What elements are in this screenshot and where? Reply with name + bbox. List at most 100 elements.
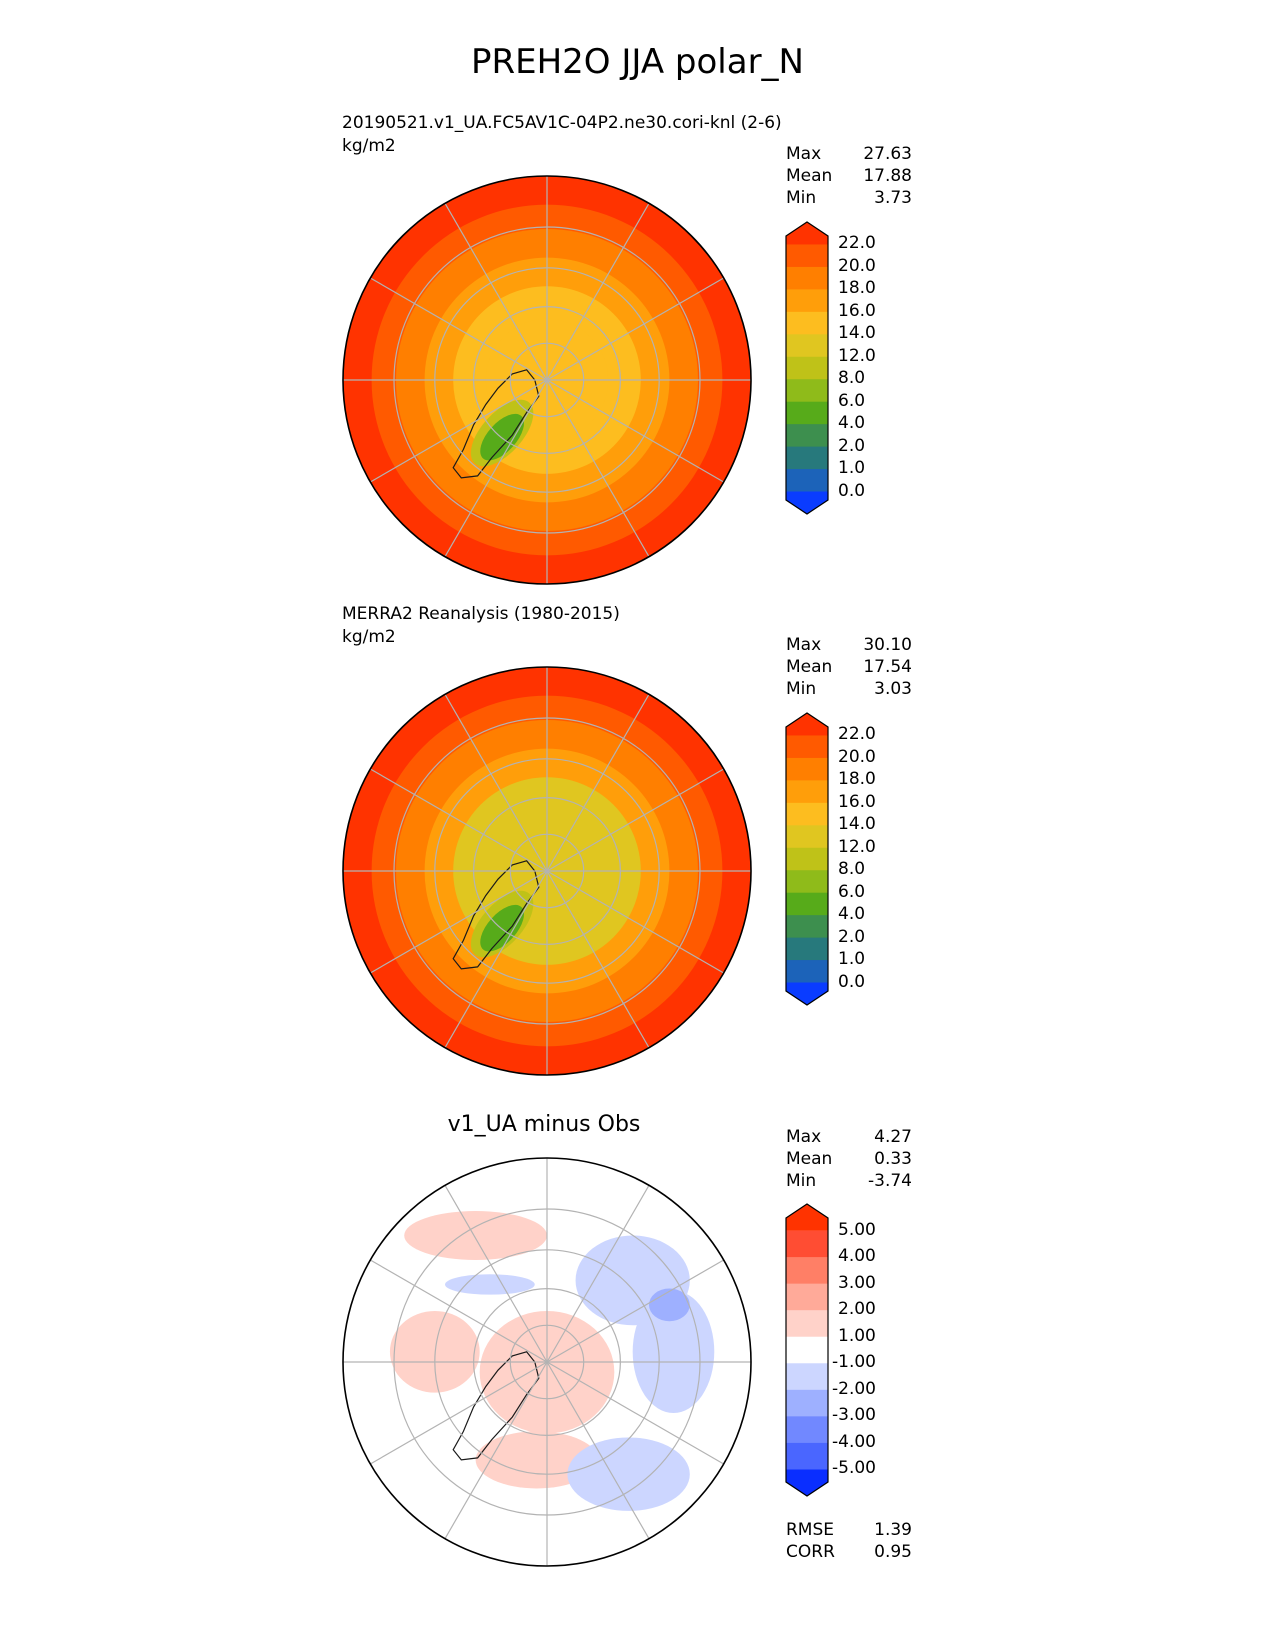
panel-1-title: 20190521.v1_UA.FC5AV1C-04P2.ne30.cori-kn…: [342, 113, 782, 133]
panel-1-colorbar-swatch-7: [786, 379, 828, 403]
panel-3-colorbar-swatch-8: [786, 1416, 828, 1444]
panel-2-meridian-330: [444, 694, 548, 872]
panel-3-colorbar-tick-2: 3.00: [838, 1272, 876, 1293]
panel-3-anomaly-region-9: [445, 1274, 535, 1295]
panel-2-meridian-30: [546, 694, 650, 872]
panel-3-rmse-value: 1.39: [874, 1520, 912, 1540]
panel-3-colorbar-tick-4: 1.00: [838, 1325, 876, 1346]
panel-2-colorbar-tick-4: 14.0: [838, 814, 876, 835]
panel-3-stat-max-label: Max: [786, 1127, 822, 1147]
panel-1-colorbar-swatch-1: [786, 244, 828, 268]
panel-1-stat-max-value: 27.63: [863, 144, 912, 164]
panel-3-colorbar-tick-0: 5.00: [838, 1219, 876, 1240]
panel-3-meridian-300: [370, 1259, 548, 1363]
panel-2-meridian-210: [444, 870, 548, 1048]
panel-2-colorbar-swatch-1: [786, 735, 828, 759]
panel-1-colorbar-swatch-11: [786, 469, 828, 493]
panel-1-meridian-300: [370, 277, 548, 381]
panel-1-colorbar-tick-6: 8.0: [838, 368, 866, 389]
panel-1-colorbar-swatch-3: [786, 289, 828, 313]
panel-3-meridian-60: [546, 1259, 724, 1363]
panel-2-colorbar-swatch-2: [786, 757, 828, 781]
panel-1-colorbar-tick-2: 18.0: [838, 278, 876, 299]
panel-1-colorbar: [785, 221, 829, 515]
panel-2-colorbar-tick-3: 16.0: [838, 791, 876, 812]
panel-2-stat-min-value: 3.03: [874, 679, 912, 699]
figure-title: PREH2O JJA polar_N: [471, 42, 804, 82]
panel-2-colorbar-swatch-3: [786, 780, 828, 804]
panel-3-colorbar-swatch-0: [786, 1204, 828, 1231]
panel-3-colorbar-tick-9: -5.00: [832, 1458, 876, 1479]
panel-2-map-border: [342, 666, 752, 1076]
panel-1-meridian-240: [370, 379, 548, 483]
panel-1-colorbar-tick-3: 16.0: [838, 300, 876, 321]
panel-2-colorbar-tick-2: 18.0: [838, 769, 876, 790]
panel-3-colorbar-swatch-2: [786, 1257, 828, 1285]
panel-1-colorbar-swatch-12: [786, 491, 828, 514]
panel-2-meridian-300: [370, 768, 548, 872]
panel-3-colorbar-tick-8: -4.00: [832, 1431, 876, 1452]
panel-3-stat-mean-value: 0.33: [874, 1149, 912, 1169]
panel-3-stat-mean-label: Mean: [786, 1149, 833, 1169]
panel-1-colorbar-tick-10: 1.0: [838, 458, 866, 479]
panel-3-colorbar-tick-3: 2.00: [838, 1299, 876, 1320]
panel-1-colorbar-tick-4: 14.0: [838, 323, 876, 344]
panel-3-corr-value: 0.95: [874, 1542, 912, 1562]
panel-3-meridian-330: [444, 1185, 548, 1363]
panel-3-colorbar-swatch-4: [786, 1310, 828, 1338]
panel-3-meridian-120: [546, 1361, 724, 1465]
panel-2-meridian-60: [546, 768, 724, 872]
panel-3-stat-min-label: Min: [786, 1171, 817, 1191]
panel-1-map: [342, 175, 752, 585]
panel-3-meridian-240: [370, 1361, 548, 1465]
panel-3-colorbar-swatch-1: [786, 1230, 828, 1258]
panel-1-stat-mean-label: Mean: [786, 166, 833, 186]
panel-3-anomaly-region-7: [567, 1437, 690, 1511]
panel-1-meridian-120: [546, 379, 724, 483]
panel-2-colorbar-swatch-4: [786, 802, 828, 826]
panel-1-meridian-150: [546, 379, 650, 557]
panel-1-colorbar-swatch-4: [786, 311, 828, 335]
panel-1-colorbar-swatch-6: [786, 356, 828, 380]
panel-1-colorbar-swatch-9: [786, 424, 828, 448]
panel-3-colorbar-tick-5: -1.00: [832, 1352, 876, 1373]
panel-3-colorbar-tick-6: -2.00: [832, 1378, 876, 1399]
panel-2-meridian-120: [546, 870, 724, 974]
panel-3-stat-min-value: -3.74: [868, 1171, 912, 1191]
panel-2-colorbar-swatch-12: [786, 982, 828, 1005]
panel-1-colorbar-outline: [785, 221, 829, 515]
panel-2-colorbar-swatch-7: [786, 870, 828, 894]
panel-3-rmse-label: RMSE: [786, 1520, 835, 1540]
panel-2-colorbar-tick-6: 8.0: [838, 859, 866, 880]
panel-3-colorbar-swatch-7: [786, 1389, 828, 1417]
panel-2-colorbar-tick-9: 2.0: [838, 926, 866, 947]
panel-2-colorbar-outline: [785, 712, 829, 1006]
panel-2-stat-mean-label: Mean: [786, 657, 833, 677]
panel-2-colorbar-tick-5: 12.0: [838, 836, 876, 857]
panel-3-map: [342, 1157, 752, 1567]
panel-2-colorbar-tick-1: 20.0: [838, 746, 876, 767]
panel-1-stat-max-label: Max: [786, 144, 822, 164]
panel-1-greenland-inner: [480, 413, 524, 461]
panel-3-meridian-150: [546, 1361, 650, 1539]
panel-3-stat-max-value: 4.27: [874, 1127, 912, 1147]
panel-2-colorbar-swatch-11: [786, 960, 828, 984]
panel-1-colorbar-tick-9: 2.0: [838, 435, 866, 456]
panel-1-stat-min-label: Min: [786, 188, 817, 208]
panel-3-colorbar-swatch-3: [786, 1283, 828, 1311]
panel-3-map-border: [342, 1157, 752, 1567]
panel-3-colorbar-swatch-10: [786, 1469, 828, 1496]
panel-2-title: MERRA2 Reanalysis (1980-2015): [342, 604, 620, 624]
panel-1-colorbar-swatch-0: [786, 222, 828, 245]
panel-2-colorbar-swatch-8: [786, 892, 828, 916]
panel-2-stat-min-label: Min: [786, 679, 817, 699]
panel-3-colorbar: [785, 1203, 829, 1497]
panel-2-meridian-150: [546, 870, 650, 1048]
panel-3-colorbar-tick-7: -3.00: [832, 1405, 876, 1426]
panel-2-stat-mean-value: 17.54: [863, 657, 912, 677]
panel-2-stat-max-value: 30.10: [863, 635, 912, 655]
panel-1-units: kg/m2: [342, 136, 396, 156]
panel-1-meridian-60: [546, 277, 724, 381]
panel-2-greenland-inner: [480, 904, 524, 952]
